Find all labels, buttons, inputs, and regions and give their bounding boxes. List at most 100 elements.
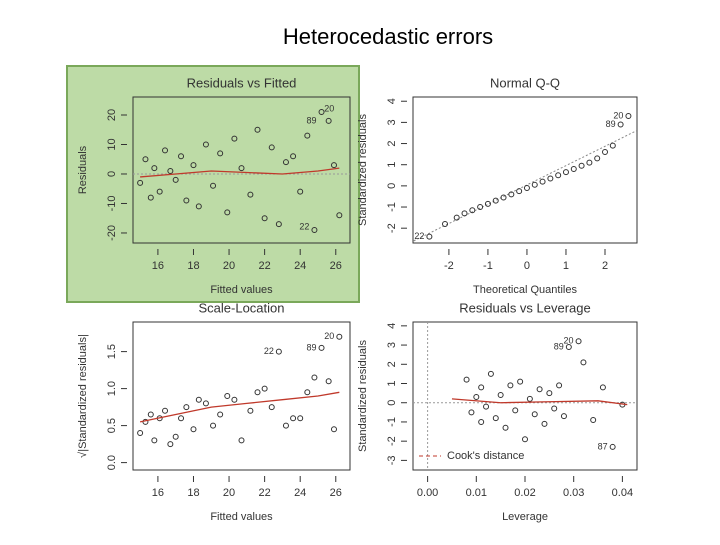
point <box>261 385 268 392</box>
point <box>539 178 546 185</box>
point <box>261 215 268 222</box>
y-tick-label: -2 <box>386 223 398 233</box>
point <box>202 400 209 407</box>
highlight-panel <box>66 65 360 303</box>
point <box>190 426 197 433</box>
smooth-line <box>451 398 628 406</box>
point <box>526 395 533 402</box>
point <box>477 204 484 211</box>
point <box>551 405 558 412</box>
point <box>507 382 514 389</box>
point <box>275 221 282 228</box>
point <box>178 415 185 422</box>
point <box>516 188 523 195</box>
y-tick-label: -1 <box>386 417 398 427</box>
point <box>590 417 597 424</box>
y-tick-label: 0 <box>106 171 118 177</box>
y-axis-label: Standardized residuals <box>357 114 369 226</box>
point <box>268 144 275 151</box>
point <box>202 141 209 148</box>
point <box>217 150 224 157</box>
point <box>546 390 553 397</box>
point <box>318 109 325 116</box>
point <box>483 403 490 410</box>
point <box>575 338 582 345</box>
y-tick-label: 2 <box>386 140 398 146</box>
point <box>183 197 190 204</box>
x-tick-label: 16 <box>152 260 164 272</box>
point <box>547 175 554 182</box>
x-tick-label: 20 <box>223 487 235 499</box>
point <box>247 407 254 414</box>
point-label: 89 <box>606 119 616 129</box>
y-tick-label: 3 <box>386 342 398 348</box>
point <box>461 210 468 217</box>
y-tick-label: -10 <box>106 196 118 212</box>
point-label: 20 <box>613 110 623 120</box>
y-tick-label: 4 <box>386 98 398 104</box>
x-tick-label: 22 <box>258 260 270 272</box>
point <box>275 348 282 355</box>
y-tick-label: 0.0 <box>106 455 118 470</box>
point <box>594 155 601 162</box>
point <box>502 424 509 431</box>
smooth-line <box>139 391 340 423</box>
x-axis-label: Fitted values <box>210 284 273 296</box>
point <box>137 179 144 186</box>
point <box>336 333 343 340</box>
point <box>555 172 562 179</box>
point-label: 22 <box>414 231 424 241</box>
point <box>282 159 289 166</box>
y-tick-label: -2 <box>386 436 398 446</box>
point-label: 20 <box>564 336 574 346</box>
point <box>254 389 261 396</box>
point <box>290 415 297 422</box>
point <box>325 378 332 385</box>
smooth-line <box>140 167 340 178</box>
y-tick-label: -20 <box>106 225 118 241</box>
point <box>231 135 238 142</box>
point <box>151 165 158 172</box>
point <box>172 433 179 440</box>
point <box>500 194 507 201</box>
point <box>556 382 563 389</box>
point-label: 20 <box>324 331 334 341</box>
x-axis-label: Fitted values <box>210 511 273 523</box>
point <box>565 343 572 350</box>
point <box>238 165 245 172</box>
point <box>311 227 318 234</box>
point <box>497 392 504 399</box>
point <box>463 376 470 383</box>
y-axis-label: √|Standardized residuals| <box>77 334 89 458</box>
y-tick-label: 1.0 <box>106 381 118 396</box>
point <box>268 404 275 411</box>
slide-title: Heterocedastic errors <box>283 24 493 49</box>
point <box>304 389 311 396</box>
x-tick-label: 0 <box>524 260 530 272</box>
point-label: 22 <box>264 346 274 356</box>
point <box>162 407 169 414</box>
x-tick-label: 0.02 <box>514 487 535 499</box>
x-tick-label: 20 <box>223 260 235 272</box>
y-axis-label: Standardized residuals <box>357 340 369 452</box>
x-tick-label: 0.00 <box>417 487 438 499</box>
point <box>217 411 224 418</box>
point <box>210 422 217 429</box>
point <box>151 437 158 444</box>
point <box>523 184 530 191</box>
point <box>304 132 311 139</box>
y-axis-label: Residuals <box>77 145 89 194</box>
point <box>541 420 548 427</box>
point <box>178 153 185 160</box>
point <box>560 413 567 420</box>
point <box>224 209 231 216</box>
point <box>570 165 577 172</box>
x-tick-label: 24 <box>294 487 306 499</box>
y-tick-label: 3 <box>386 119 398 125</box>
point <box>282 422 289 429</box>
point <box>531 411 538 418</box>
y-tick-label: 1 <box>386 162 398 168</box>
point <box>231 396 238 403</box>
y-tick-label: 0 <box>386 183 398 189</box>
